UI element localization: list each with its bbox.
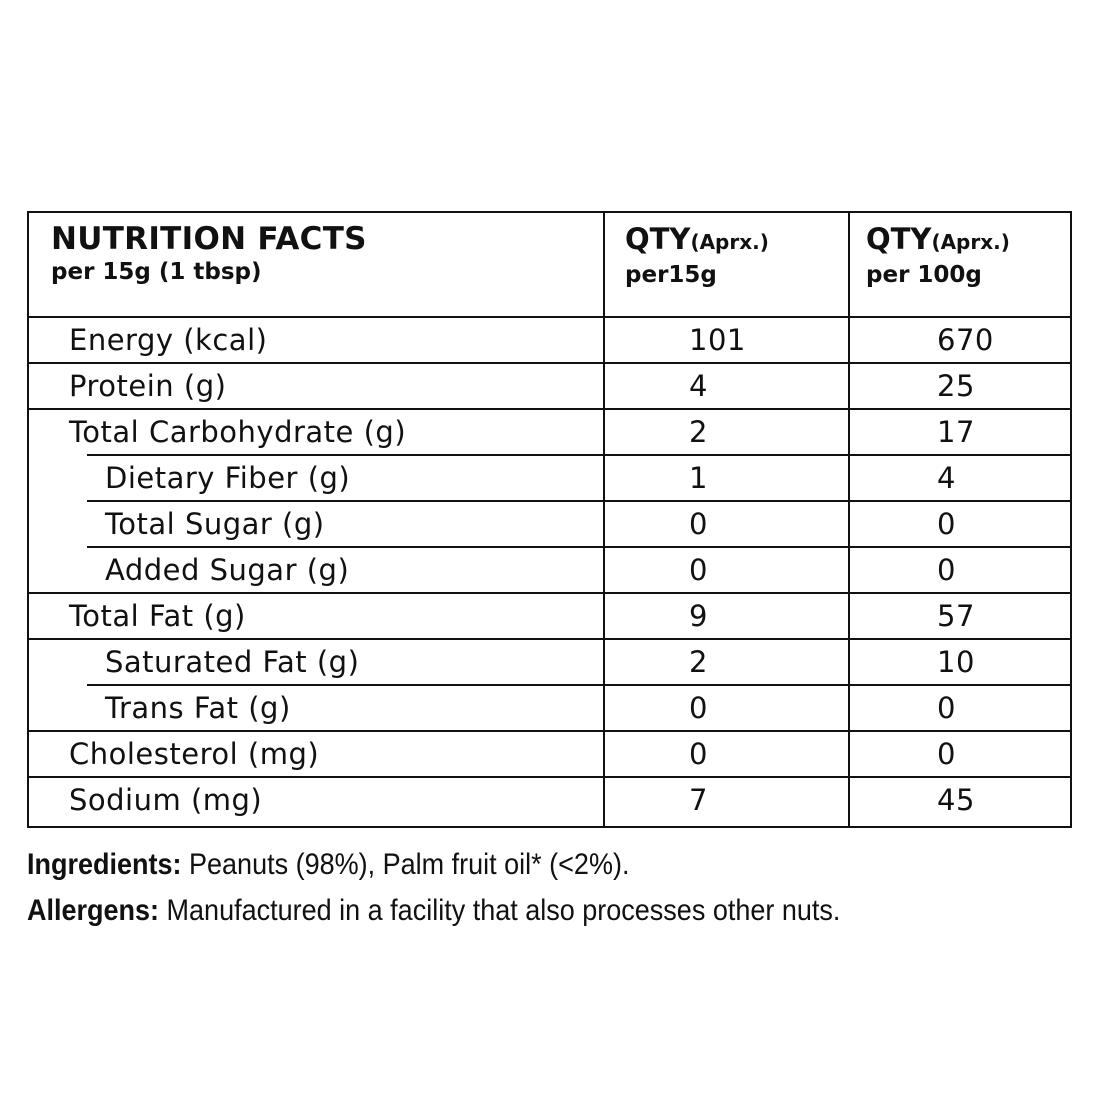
- approx-label: (Aprx.): [931, 230, 1010, 254]
- nutrient-row: Cholesterol (mg) 0 0: [29, 731, 1070, 777]
- header-title-cell: NUTRITION FACTS per 15g (1 tbsp): [29, 213, 603, 316]
- row-divider: [29, 316, 1070, 318]
- nutrient-name: Saturated Fat (g): [105, 645, 360, 679]
- value-per-100g: 670: [937, 323, 994, 357]
- column-basis-label: per15g: [625, 262, 717, 288]
- value-per-15g: 4: [689, 369, 708, 403]
- nutrient-name: Added Sugar (g): [105, 553, 350, 587]
- value-per-15g: 0: [689, 507, 708, 541]
- value-per-15g: 7: [689, 783, 708, 817]
- row-divider: [87, 500, 1070, 502]
- value-per-100g: 10: [937, 645, 975, 679]
- value-per-15g: 1: [689, 461, 708, 495]
- value-per-100g: 0: [937, 737, 956, 771]
- nutrient-name: Sodium (mg): [69, 783, 263, 817]
- nutrient-row: Protein (g) 4 25: [29, 363, 1070, 409]
- label-notes: Ingredients: Peanuts (98%), Palm fruit o…: [27, 842, 1077, 934]
- value-per-15g: 101: [689, 323, 746, 357]
- ingredients-text: Peanuts (98%), Palm fruit oil* (<2%).: [181, 848, 630, 881]
- value-per-100g: 25: [937, 369, 975, 403]
- nutrition-facts-table: NUTRITION FACTS per 15g (1 tbsp) QTY(Apr…: [27, 211, 1072, 828]
- nutrient-row: Saturated Fat (g) 2 10: [29, 639, 1070, 685]
- nutrient-row: Trans Fat (g) 0 0: [29, 685, 1070, 731]
- value-per-100g: 17: [937, 415, 975, 449]
- value-per-100g: 57: [937, 599, 975, 633]
- nutrient-row: Energy (kcal) 101 670: [29, 317, 1070, 363]
- table-header: NUTRITION FACTS per 15g (1 tbsp) QTY(Apr…: [29, 213, 1070, 316]
- value-per-100g: 4: [937, 461, 956, 495]
- header-per100g-cell: QTY(Aprx.) per 100g: [850, 213, 1072, 316]
- row-divider: [87, 546, 1070, 548]
- value-per-15g: 2: [689, 645, 708, 679]
- row-divider: [29, 776, 1070, 778]
- approx-label: (Aprx.): [690, 230, 769, 254]
- nutrient-name: Protein (g): [69, 369, 227, 403]
- nutrient-name: Dietary Fiber (g): [105, 461, 351, 495]
- nutrient-row: Added Sugar (g) 0 0: [29, 547, 1070, 593]
- row-divider: [29, 730, 1070, 732]
- nutrient-name: Trans Fat (g): [105, 691, 291, 725]
- value-per-100g: 0: [937, 553, 956, 587]
- nutrient-name: Energy (kcal): [69, 323, 268, 357]
- value-per-100g: 45: [937, 783, 975, 817]
- value-per-15g: 0: [689, 737, 708, 771]
- value-per-15g: 0: [689, 553, 708, 587]
- serving-size: per 15g (1 tbsp): [51, 259, 262, 285]
- column-divider: [603, 213, 605, 826]
- allergens-text: Manufactured in a facility that also pro…: [159, 894, 841, 927]
- column-basis-label: per 100g: [866, 262, 982, 288]
- row-divider: [29, 638, 1070, 640]
- nutrient-row: Sodium (mg) 7 45: [29, 777, 1070, 823]
- nutrient-name: Total Fat (g): [69, 599, 246, 633]
- value-per-15g: 2: [689, 415, 708, 449]
- column-divider: [848, 213, 850, 826]
- value-per-100g: 0: [937, 507, 956, 541]
- nutrient-row: Total Sugar (g) 0 0: [29, 501, 1070, 547]
- nutrient-row: Total Carbohydrate (g) 2 17: [29, 409, 1070, 455]
- nutrient-name: Cholesterol (mg): [69, 737, 320, 771]
- table-title: NUTRITION FACTS: [51, 221, 367, 257]
- nutrient-name: Total Sugar (g): [105, 507, 325, 541]
- row-divider: [29, 408, 1070, 410]
- ingredients-line: Ingredients: Peanuts (98%), Palm fruit o…: [27, 842, 972, 888]
- qty-label: QTY: [625, 222, 691, 256]
- value-per-15g: 9: [689, 599, 708, 633]
- value-per-100g: 0: [937, 691, 956, 725]
- row-divider: [87, 454, 1070, 456]
- header-per15g-cell: QTY(Aprx.) per15g: [605, 213, 848, 316]
- allergens-label: Allergens:: [27, 894, 160, 927]
- column-heading-qty: QTY(Aprx.): [625, 221, 848, 260]
- value-per-15g: 0: [689, 691, 708, 725]
- nutrient-row: Dietary Fiber (g) 1 4: [29, 455, 1070, 501]
- nutrient-row: Total Fat (g) 9 57: [29, 593, 1070, 639]
- ingredients-label: Ingredients:: [27, 848, 182, 881]
- column-heading-qty: QTY(Aprx.): [866, 221, 1072, 260]
- row-divider: [87, 684, 1070, 686]
- qty-label: QTY: [866, 222, 932, 256]
- row-divider: [29, 592, 1070, 594]
- allergens-line: Allergens: Manufactured in a facility th…: [27, 888, 972, 934]
- nutrient-name: Total Carbohydrate (g): [69, 415, 407, 449]
- row-divider: [29, 362, 1070, 364]
